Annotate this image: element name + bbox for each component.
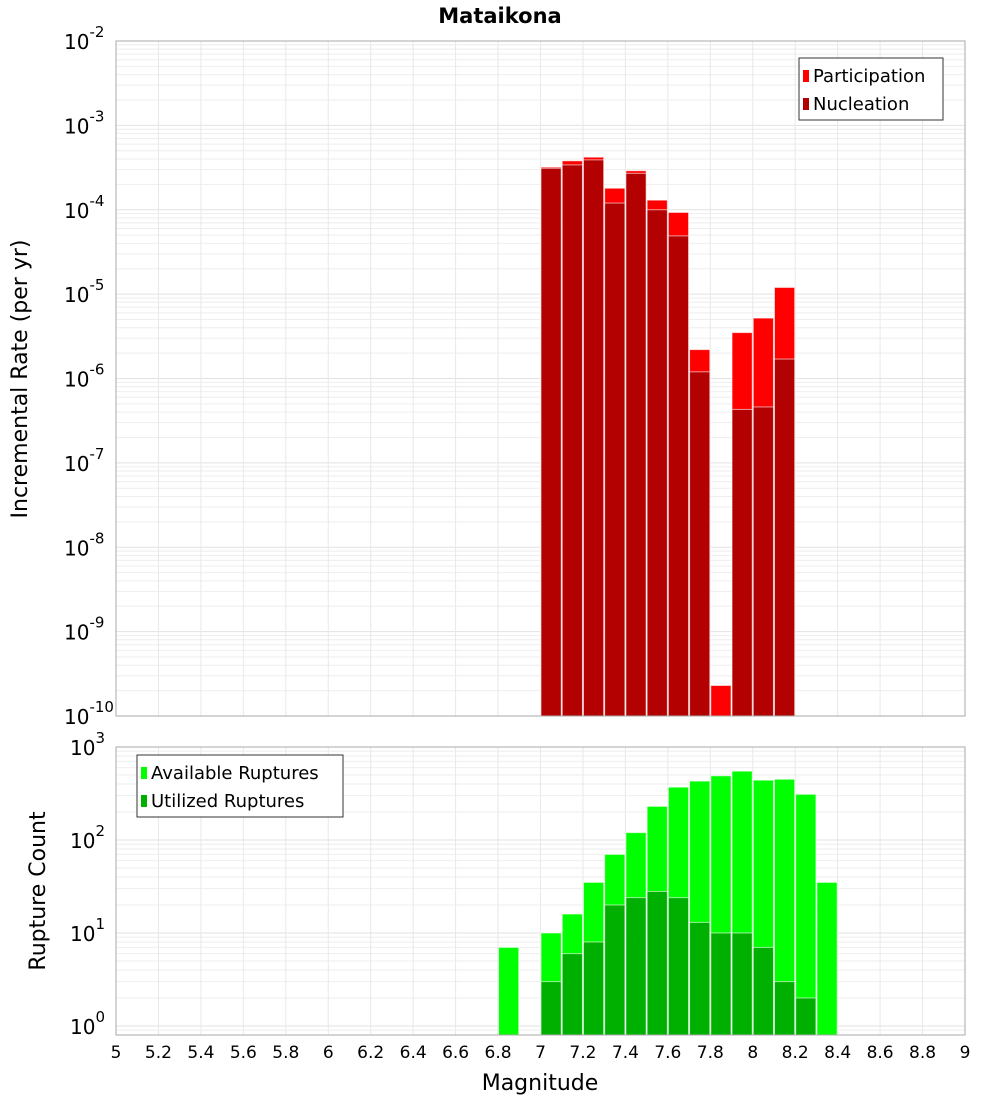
bottom-x-tick-label: 5.4 (187, 1043, 214, 1063)
bottom-y-tick-label: 103 (70, 729, 105, 760)
bottom-x-tick-label: 5.8 (272, 1043, 299, 1063)
bottom-x-tick-label: 6.8 (485, 1043, 512, 1063)
top-legend-label: Nucleation (813, 94, 909, 115)
bottom-x-tick-label: 6.4 (400, 1043, 427, 1063)
top-y-tick-label: 10-6 (64, 361, 104, 392)
top-y-tick-label: 10-4 (64, 192, 104, 223)
bottom-bar-utilized-ruptures (625, 897, 647, 1036)
bottom-y-tick-label: 100 (70, 1008, 105, 1039)
bottom-x-tick-label: 8.8 (909, 1043, 936, 1063)
top-y-axis-label: Incremental Rate (per yr) (8, 240, 33, 519)
bottom-x-tick-label: 7.4 (612, 1043, 639, 1063)
top-bar-nucleation (667, 235, 690, 717)
top-panel-participation-nucleation: 10-10 10-9 10-8 10-7 10-6 10-5 10-4 10-3 10-2 Par… (64, 23, 966, 729)
bottom-x-tick-label: 5.6 (230, 1043, 257, 1063)
top-legend-box (798, 57, 944, 121)
top-bar-nucleation (604, 202, 626, 717)
top-bar-nucleation (689, 371, 711, 717)
bottom-bar-utilized-ruptures (773, 981, 796, 1036)
bottom-x-tick-label: 7 (535, 1043, 546, 1063)
top-legend-swatch (803, 70, 809, 82)
bottom-legend-swatch (141, 795, 147, 807)
top-legend-swatch (803, 98, 809, 110)
bottom-bar-utilized-ruptures (731, 932, 753, 1036)
bottom-bar-utilized-ruptures (689, 921, 711, 1036)
bottom-x-tick-label: 8 (747, 1043, 758, 1063)
bottom-bar-utilized-ruptures (752, 946, 774, 1036)
bottom-bar-utilized-ruptures (582, 941, 605, 1036)
bottom-y-tick-label: 102 (70, 822, 105, 853)
bottom-bar-utilized-ruptures (795, 997, 817, 1036)
bottom-legend-label: Utilized Ruptures (151, 791, 304, 812)
bottom-x-tick-label: 5.2 (145, 1043, 172, 1063)
bottom-legend-swatch (141, 767, 147, 779)
chart-title: Mataikona (438, 4, 561, 28)
top-bar-nucleation (540, 167, 562, 717)
bottom-y-axis-label: Rupture Count (26, 811, 51, 971)
top-y-tick-label: 10-10 (64, 698, 114, 729)
bottom-x-tick-label: 8.2 (782, 1043, 809, 1063)
top-y-tick-label: 10-3 (64, 107, 104, 138)
top-bar-nucleation (646, 209, 668, 717)
bottom-x-tick-label: 7.2 (569, 1043, 596, 1063)
bottom-bar-utilized-ruptures (604, 904, 626, 1036)
bottom-plot-border (115, 746, 966, 1036)
x-axis-label: Magnitude (482, 1071, 599, 1096)
top-bar-nucleation (625, 172, 647, 717)
bottom-bar-utilized-ruptures (561, 953, 583, 1036)
bottom-y-tick-label: 101 (70, 915, 105, 946)
bottom-panel-rupture-count: 100 101 102 103 5 5.2 5.4 5.6 5.8 6 6.2 6.4 6.6 6.8 7 7… (70, 729, 970, 1063)
bottom-legend-label: Available Ruptures (151, 763, 319, 784)
top-legend-label: Participation (813, 66, 925, 87)
bottom-x-tick-label: 7.6 (654, 1043, 681, 1063)
bottom-x-tick-label: 8.6 (867, 1043, 894, 1063)
bottom-x-tick-label: 9 (960, 1043, 971, 1063)
bottom-x-tick-label: 5 (111, 1043, 122, 1063)
top-y-tick-label: 10-2 (64, 23, 104, 54)
bottom-bar-utilized-ruptures (667, 897, 690, 1036)
top-y-tick-label: 10-9 (64, 614, 104, 645)
top-bar-nucleation (773, 358, 796, 717)
top-bar-participation (710, 684, 732, 717)
bottom-bar-available-ruptures (816, 881, 838, 1036)
top-bar-nucleation (561, 164, 583, 717)
top-bar-nucleation (731, 408, 753, 717)
bottom-x-tick-label: 6 (323, 1043, 334, 1063)
bottom-legend: Available Ruptures Utilized Ruptures (136, 754, 344, 818)
bottom-bar-available-ruptures (498, 946, 520, 1036)
top-bar-nucleation (752, 406, 774, 717)
top-legend: Participation Nucleation (798, 57, 944, 121)
top-plot-border (115, 40, 966, 717)
bottom-bar-utilized-ruptures (710, 932, 732, 1036)
top-y-tick-label: 10-7 (64, 445, 104, 476)
top-y-tick-label: 10-8 (64, 529, 104, 560)
bottom-bar-utilized-ruptures (646, 890, 668, 1036)
bottom-x-tick-label: 6.6 (442, 1043, 469, 1063)
bottom-x-tick-label: 8.4 (824, 1043, 851, 1063)
bottom-x-tick-label: 6.2 (357, 1043, 384, 1063)
bottom-bar-utilized-ruptures (540, 981, 562, 1036)
top-bar-nucleation (582, 159, 605, 717)
top-y-tick-label: 10-5 (64, 276, 104, 307)
bottom-legend-box (136, 754, 344, 818)
bottom-x-tick-label: 7.8 (697, 1043, 724, 1063)
